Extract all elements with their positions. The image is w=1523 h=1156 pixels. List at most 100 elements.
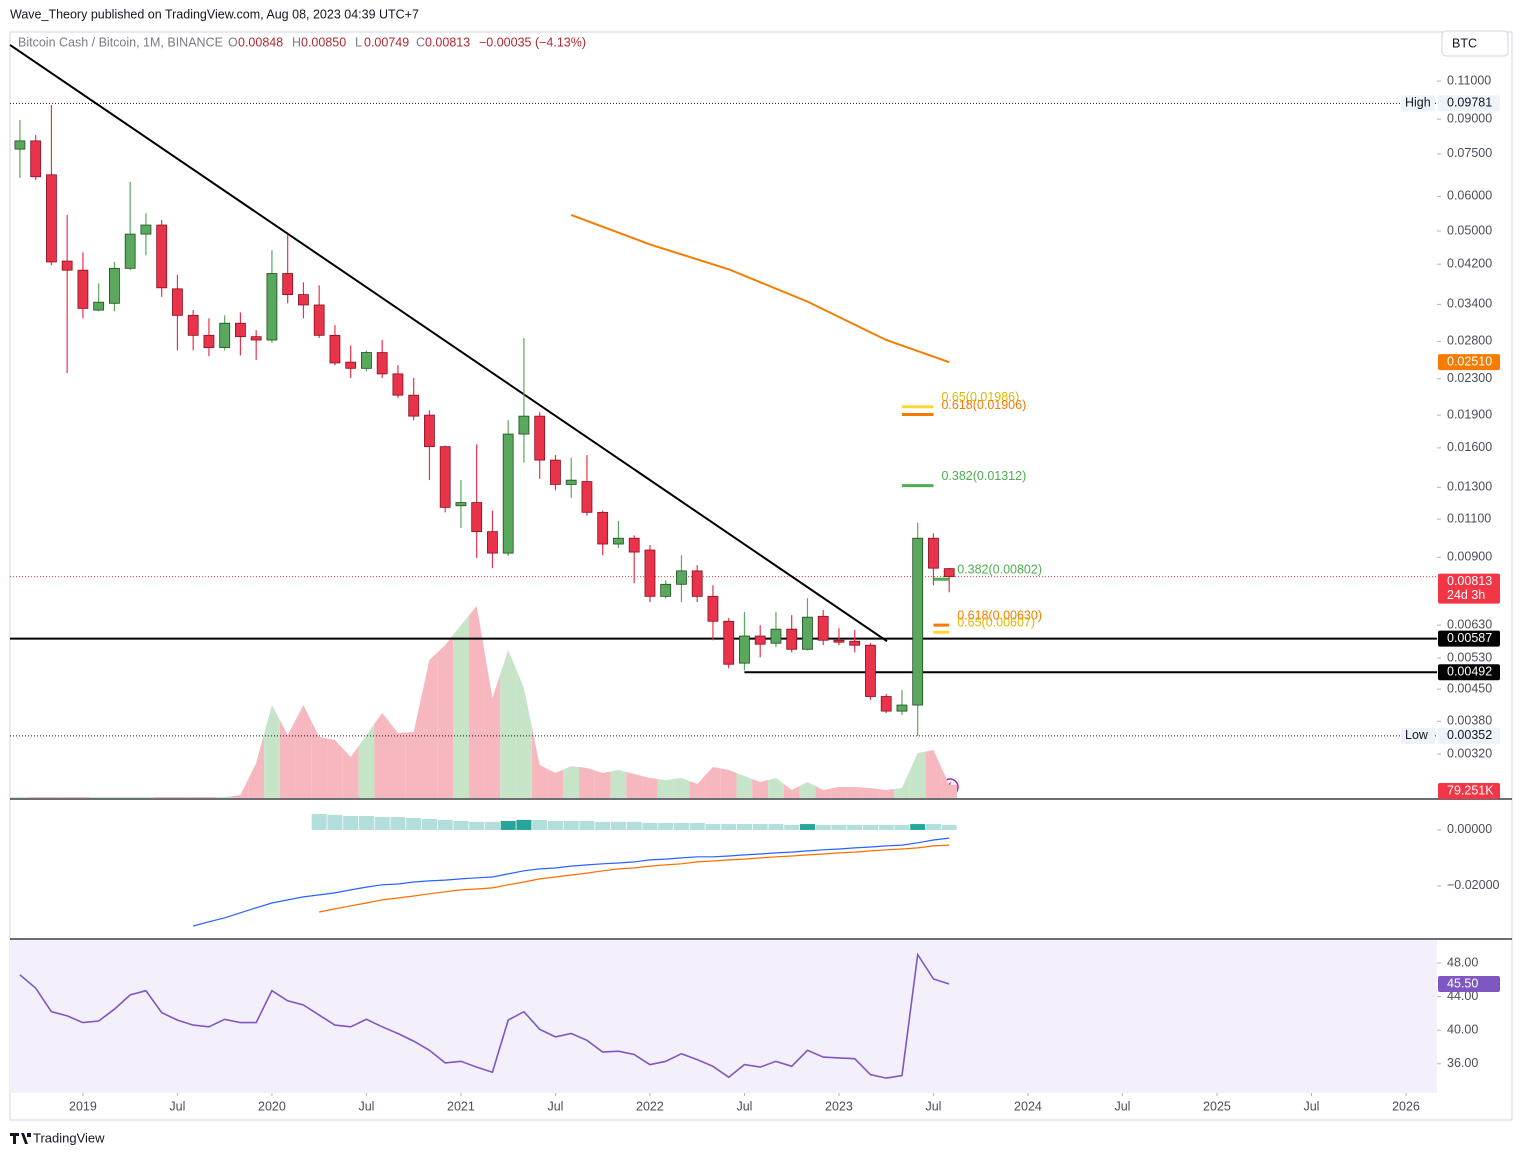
volume-area: [216, 796, 233, 798]
y-tick-label: 0.07500: [1447, 146, 1492, 160]
volume-area: [673, 778, 690, 798]
level-badge-box: [1438, 664, 1500, 681]
button-label[interactable]: BTC: [1452, 36, 1477, 50]
candle-body: [644, 549, 656, 597]
currency-button[interactable]: BTC: [1441, 30, 1509, 57]
y-tick-label: 0.04200: [1447, 257, 1492, 271]
candle-body: [597, 511, 609, 545]
candle-body: [912, 537, 924, 706]
candle-body: [250, 336, 262, 341]
macd-histogram-bar: [610, 821, 626, 830]
y-tick-label: 0.00380: [1447, 714, 1492, 728]
macd-histogram-bar: [862, 824, 878, 830]
volume-area: [846, 787, 863, 798]
candle-body: [660, 583, 672, 597]
volume-area: [10, 797, 28, 798]
trendline: [9, 44, 888, 643]
volume-area: [894, 770, 910, 798]
x-tick-label: 2019: [69, 1099, 97, 1113]
low-tag-box: [1401, 727, 1435, 744]
y-tick-label: 44.00: [1447, 989, 1478, 1003]
low-badge-box: [1438, 727, 1500, 744]
candle-body: [46, 174, 57, 263]
candle-body: [187, 314, 199, 336]
macd-histogram-bar: [815, 824, 831, 830]
high-tag: High: [1405, 96, 1431, 110]
volume-area: [925, 750, 942, 798]
candle-body: [565, 479, 577, 485]
rsi-band: [10, 940, 1437, 1093]
last-price-badge-box: [1438, 573, 1500, 604]
candle-body: [30, 140, 42, 178]
candle-body: [361, 352, 372, 369]
y-tick-label: 0.01900: [1447, 407, 1492, 421]
macd-histogram-bar: [437, 819, 453, 830]
ohlc-key: H: [292, 35, 301, 49]
x-tick-label: 2022: [636, 1099, 664, 1113]
level-badge-box: [1438, 630, 1500, 647]
candle-body: [817, 615, 829, 641]
candle-body: [298, 294, 309, 306]
macd-histogram-bar: [484, 821, 500, 830]
fib-label: 0.382(0.00802): [957, 563, 1042, 577]
volume-area: [720, 768, 737, 798]
volume-area: [59, 797, 76, 798]
high-badge-box: [1438, 95, 1500, 112]
panes: 2019 Jul 2020 Jul 2021 Jul 2022 Jul 2023 Jul 2024 J…: [9, 44, 1500, 1113]
macd-histogram-bar: [532, 819, 548, 830]
x-tick-label: 2025: [1203, 1099, 1231, 1113]
macd-histogram-bar: [894, 824, 910, 830]
candle-body: [833, 639, 845, 643]
candle-body: [691, 570, 703, 597]
volume-area: [642, 776, 658, 798]
macd-histogram-bar: [752, 824, 768, 830]
fib-label: 0.65(0.01986): [941, 390, 1019, 404]
x-tick-label: 2023: [825, 1099, 853, 1113]
volume-area: [122, 797, 139, 798]
x-tick-label: Jul: [1114, 1099, 1130, 1113]
button-box[interactable]: [1441, 30, 1509, 57]
y-tick-label: 0.00450: [1447, 681, 1492, 695]
macd-histogram-bar: [516, 819, 532, 830]
y-tick-label: −0.02000: [1447, 878, 1500, 892]
level-badge-text: 0.00492: [1447, 665, 1492, 679]
macd-histogram-bar: [705, 824, 721, 830]
high-badge-text: 0.09781: [1447, 96, 1492, 110]
ohlc-value: 0.00850: [301, 35, 346, 49]
ohlc-key: O: [228, 35, 238, 49]
volume-area: [138, 797, 154, 798]
volume-area: [43, 797, 60, 798]
x-tick-label: 2026: [1392, 1099, 1420, 1113]
candle-body: [156, 224, 168, 289]
volume-area: [579, 767, 595, 798]
low-tag: Low: [1405, 728, 1429, 742]
candle-body: [928, 537, 939, 569]
macd-histogram-bar: [406, 817, 422, 830]
x-tick-label: Jul: [736, 1099, 752, 1113]
y-tick-label: 0.01100: [1447, 511, 1491, 525]
x-tick-label: 2024: [1014, 1099, 1042, 1113]
candle-body: [896, 704, 908, 712]
chart-frame: [9, 31, 1513, 1121]
volume-area: [563, 766, 580, 798]
volume-area: [153, 797, 170, 798]
volume-area: [610, 770, 627, 798]
macd-histogram-bar: [563, 820, 579, 830]
volume-area: [531, 726, 548, 798]
candle-body: [172, 288, 183, 316]
ma-badge-box: [1438, 354, 1500, 371]
candle-body: [93, 301, 105, 311]
volume-area: [421, 652, 438, 798]
volume-area: [169, 797, 186, 798]
footer-text: TradingView: [33, 1130, 105, 1145]
volume-area: [27, 797, 44, 798]
y-tick-label: 0.03400: [1447, 297, 1492, 311]
macd-histogram-bar: [358, 815, 374, 830]
volume-area: [468, 606, 485, 798]
candle-body: [439, 446, 451, 508]
candle-body: [329, 334, 341, 364]
candle-body: [487, 531, 498, 554]
volume-area: [106, 797, 123, 798]
rsi-badge-text: 45.50: [1447, 976, 1478, 990]
candle-body: [943, 568, 955, 578]
